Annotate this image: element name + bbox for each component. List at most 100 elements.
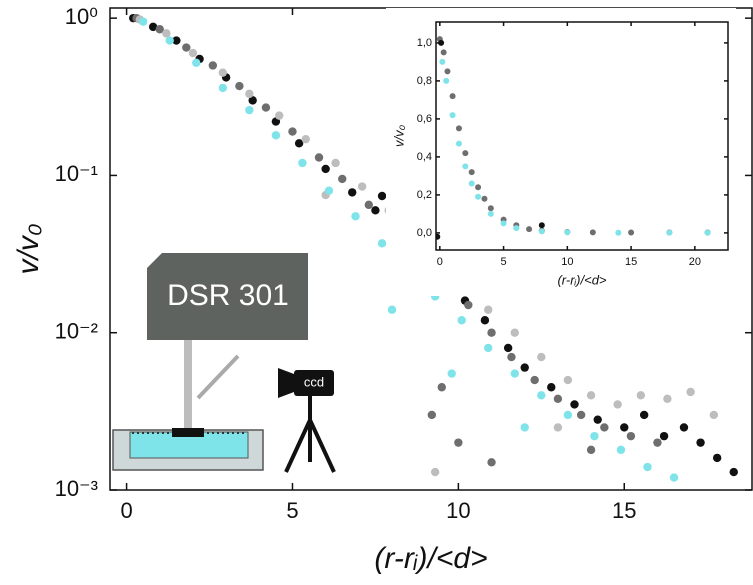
data-point [324, 186, 334, 195]
y-tick-label: 0,4 [417, 151, 432, 163]
data-point [321, 164, 330, 174]
data-point [444, 68, 451, 75]
data-point [172, 36, 181, 45]
data-point [275, 111, 284, 120]
data-point [576, 410, 586, 420]
x-axis-title: (r-rᵢ)/<d> [374, 542, 487, 575]
data-point [155, 25, 164, 34]
data-point [600, 423, 609, 432]
x-tick-label: 0 [437, 256, 443, 268]
data-point [443, 77, 450, 84]
data-point [438, 39, 445, 46]
data-point [712, 453, 722, 463]
data-point [696, 438, 705, 447]
plot-area [436, 36, 711, 240]
data-point [454, 438, 463, 447]
y-axis-title: v/v₀ [12, 224, 45, 275]
x-tick-label: 5 [286, 498, 298, 523]
data-point [314, 153, 324, 162]
data-point [500, 220, 507, 227]
data-point [468, 169, 475, 176]
x-tick-label: 15 [625, 256, 637, 268]
data-point [537, 391, 546, 400]
data-point [364, 200, 373, 210]
data-point [669, 473, 679, 482]
data-point [653, 438, 662, 447]
data-point [639, 410, 649, 420]
data-point [487, 210, 494, 217]
data-point [294, 139, 304, 148]
data-point [188, 48, 198, 58]
data-point [526, 226, 533, 233]
data-point [475, 184, 482, 191]
y-tick-label: 1,0 [417, 37, 432, 49]
data-point [468, 180, 475, 187]
data-point [338, 174, 347, 184]
data-point [462, 163, 469, 170]
data-point [387, 305, 397, 314]
data-point [437, 383, 446, 392]
y-tick-label: 0,8 [417, 75, 432, 87]
x-tick-label: 20 [689, 256, 701, 268]
data-point [245, 105, 254, 115]
inset-background [386, 8, 736, 296]
data-point [165, 36, 174, 45]
camera-body [294, 370, 334, 396]
y-tick-label: 10⁻³ [55, 476, 98, 501]
data-point [659, 431, 669, 441]
y-tick-label: 10⁻¹ [55, 161, 98, 186]
data-point [563, 375, 573, 385]
data-point [593, 415, 602, 424]
data-point [148, 22, 158, 32]
data-point [620, 423, 629, 432]
data-point [218, 83, 228, 93]
rheometer-body [147, 253, 308, 340]
data-point [520, 363, 529, 372]
rheometer-shaft [184, 340, 192, 428]
data-point [484, 305, 493, 314]
data-point [331, 158, 340, 168]
data-point [457, 316, 466, 325]
data-point [704, 229, 711, 236]
data-point [162, 29, 171, 38]
x-tick-label: 0 [120, 498, 132, 523]
data-point [235, 81, 244, 91]
data-point [616, 445, 626, 455]
data-point [590, 431, 599, 441]
data-point [377, 239, 387, 248]
probe [172, 428, 204, 437]
y-tick-label: 10⁰ [65, 4, 98, 29]
data-point [208, 61, 218, 70]
y-tick-label: 0,6 [417, 113, 432, 125]
tripod-leg [284, 419, 312, 473]
data-point [487, 205, 494, 212]
data-point [449, 93, 456, 100]
data-point [436, 233, 441, 240]
data-point [449, 112, 456, 119]
data-point [538, 222, 545, 229]
data-point [245, 89, 254, 99]
setup-illustration: DSR 301 ccd [112, 253, 336, 473]
data-point [271, 131, 281, 140]
data-point [464, 300, 473, 310]
data-point [709, 410, 719, 420]
x-tick-label: 10 [446, 498, 470, 523]
data-point [564, 229, 571, 236]
data-point [510, 369, 519, 378]
data-point [480, 316, 490, 325]
data-point [439, 58, 446, 65]
data-point [487, 458, 496, 467]
data-point [613, 400, 622, 409]
data-point [351, 212, 360, 221]
camera-label: ccd [304, 374, 324, 389]
data-point [348, 188, 357, 197]
y-tick-label: 0,0 [417, 227, 432, 239]
data-point [455, 140, 462, 147]
data-point [288, 127, 297, 136]
data-point [520, 423, 529, 432]
instrument-label: DSR 301 [167, 279, 289, 312]
data-point [377, 191, 387, 201]
data-point [729, 467, 738, 477]
data-point [537, 352, 546, 362]
